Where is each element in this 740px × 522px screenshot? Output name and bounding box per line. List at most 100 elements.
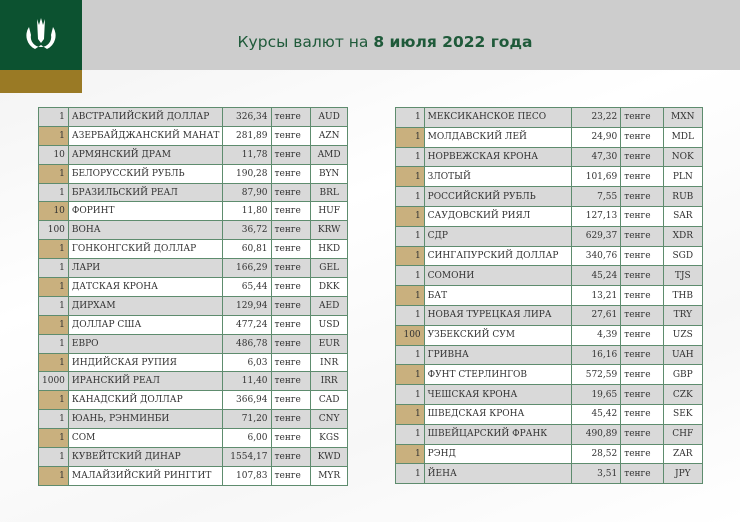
rate: 340,76 (570, 245, 622, 267)
currency-name: РЭНД (423, 443, 572, 465)
unit: тенге (620, 304, 664, 326)
table-row: 1 РЭНД 28,52 тенге ZAR (395, 443, 704, 465)
currency-name: СДР (423, 225, 572, 247)
currency-code: INR (310, 352, 348, 373)
rate: 4,39 (570, 324, 622, 346)
currency-name: МЕКСИКАНСКОЕ ПЕСО (423, 107, 572, 128)
unit: тенге (620, 285, 664, 306)
rate: 366,94 (222, 390, 272, 411)
currency-code: EUR (310, 333, 348, 354)
currency-name: ГРИВНА (423, 344, 572, 366)
nominal: 10 (38, 201, 69, 222)
table-row: 1 СОМ 6,00 тенге KGS (38, 428, 348, 449)
currency-code: AZN (310, 125, 348, 146)
rate: 36,72 (222, 220, 272, 241)
currency-name: ЗЛОТЫЙ (423, 166, 572, 188)
table-row: 1 ЙЕНА 3,51 тенге JPY (395, 463, 704, 485)
currency-code: SGD (662, 245, 704, 267)
rate: 190,28 (222, 163, 272, 184)
currency-code: BRL (310, 182, 348, 203)
rate: 11,40 (222, 371, 272, 392)
table-row: 1 ГОНКОНГСКИЙ ДОЛЛАР 60,81 тенге HKD (38, 239, 348, 260)
currency-name: ШВЕДСКАЯ КРОНА (423, 403, 572, 425)
nominal: 1 (395, 186, 425, 207)
table-row: 100 УЗБЕКСКИЙ СУМ 4,39 тенге UZS (395, 324, 704, 346)
currency-name: ЕВРО (67, 333, 224, 354)
currency-code: AMD (310, 144, 348, 165)
rate: 107,83 (222, 465, 272, 486)
currency-code: GBP (662, 364, 704, 386)
unit: тенге (620, 403, 664, 425)
rate: 47,30 (570, 146, 622, 168)
table-row: 1 БРАЗИЛЬСКИЙ РЕАЛ 87,90 тенге BRL (38, 182, 348, 203)
rate: 16,16 (570, 344, 622, 366)
unit: тенге (270, 144, 312, 165)
table-row: 1 ГРИВНА 16,16 тенге UAH (395, 344, 704, 366)
currency-code: ZAR (662, 443, 704, 465)
table-row: 1 ФУНТ СТЕРЛИНГОВ 572,59 тенге GBP (395, 364, 704, 386)
table-row: 1 ИНДИЙСКАЯ РУПИЯ 6,03 тенге INR (38, 352, 348, 373)
unit: тенге (620, 463, 664, 485)
table-row: 1 ШВЕЙЦАРСКИЙ ФРАНК 490,89 тенге CHF (395, 423, 704, 445)
currency-code: BYN (310, 163, 348, 184)
currency-code: MDL (662, 126, 704, 148)
rate: 166,29 (222, 258, 272, 279)
rate: 127,13 (570, 205, 622, 227)
currency-code: KGS (310, 428, 348, 449)
rate: 23,22 (570, 107, 622, 128)
currency-name: ДОЛЛАР США (67, 314, 224, 335)
currency-code: MYR (310, 465, 348, 486)
nominal: 1 (395, 403, 425, 425)
unit: тенге (270, 333, 312, 354)
nominal: 1 (38, 182, 69, 203)
rate: 6,03 (222, 352, 272, 373)
currency-name: СОМ (67, 428, 224, 449)
unit: тенге (620, 384, 664, 405)
table-row: 1 ЕВРО 486,78 тенге EUR (38, 333, 348, 354)
table-row: 1 ШВЕДСКАЯ КРОНА 45,42 тенге SEK (395, 403, 704, 425)
rate: 101,69 (570, 166, 622, 188)
unit: тенге (620, 443, 664, 465)
currency-code: AED (310, 295, 348, 316)
nominal: 1 (38, 428, 69, 449)
rate: 129,94 (222, 295, 272, 316)
rate: 45,24 (570, 265, 622, 287)
currency-name: АРМЯНСКИЙ ДРАМ (67, 144, 224, 165)
title-date: 8 июля 2022 года (373, 33, 533, 51)
currency-code: TRY (662, 304, 704, 326)
currency-code: SAR (662, 205, 704, 227)
nominal: 1 (38, 125, 69, 146)
currency-code: XDR (662, 225, 704, 247)
currency-code: CHF (662, 423, 704, 445)
unit: тенге (620, 146, 664, 168)
header-band (0, 0, 740, 70)
table-row: 1 ДОЛЛАР США 477,24 тенге USD (38, 314, 348, 335)
rates-table-right: 1 МЕКСИКАНСКОЕ ПЕСО 23,22 тенге MXN 1 МОЛДАВСК… (395, 107, 704, 485)
table-row: 1000 ИРАНСКИЙ РЕАЛ 11,40 тенге IRR (38, 371, 348, 392)
nominal: 1 (38, 333, 69, 354)
nominal: 1 (395, 285, 425, 306)
gold-band (0, 70, 82, 93)
rate: 6,00 (222, 428, 272, 449)
table-row: 1 ЛАРИ 166,29 тенге GEL (38, 258, 348, 279)
table-row: 1 СИНГАПУРСКИЙ ДОЛЛАР 340,76 тенге SGD (395, 245, 704, 267)
currency-name: ЙЕНА (423, 463, 572, 485)
currency-code: UZS (662, 324, 704, 346)
rate: 65,44 (222, 277, 272, 297)
rate: 281,89 (222, 125, 272, 146)
currency-code: MXN (662, 107, 704, 128)
currency-name: СОМОНИ (423, 265, 572, 287)
rate: 19,65 (570, 384, 622, 405)
currency-name: НОРВЕЖСКАЯ КРОНА (423, 146, 572, 168)
currency-code: AUD (310, 107, 348, 127)
rate: 326,34 (222, 107, 272, 127)
currency-code: NOK (662, 146, 704, 168)
currency-name: АВСТРАЛИЙСКИЙ ДОЛЛАР (67, 107, 224, 127)
nominal: 1 (395, 304, 425, 326)
emblem-icon (26, 18, 56, 49)
rate: 28,52 (570, 443, 622, 465)
unit: тенге (270, 428, 312, 449)
currency-name: ФОРИНТ (67, 201, 224, 222)
unit: тенге (620, 364, 664, 386)
nominal: 1 (395, 443, 425, 465)
